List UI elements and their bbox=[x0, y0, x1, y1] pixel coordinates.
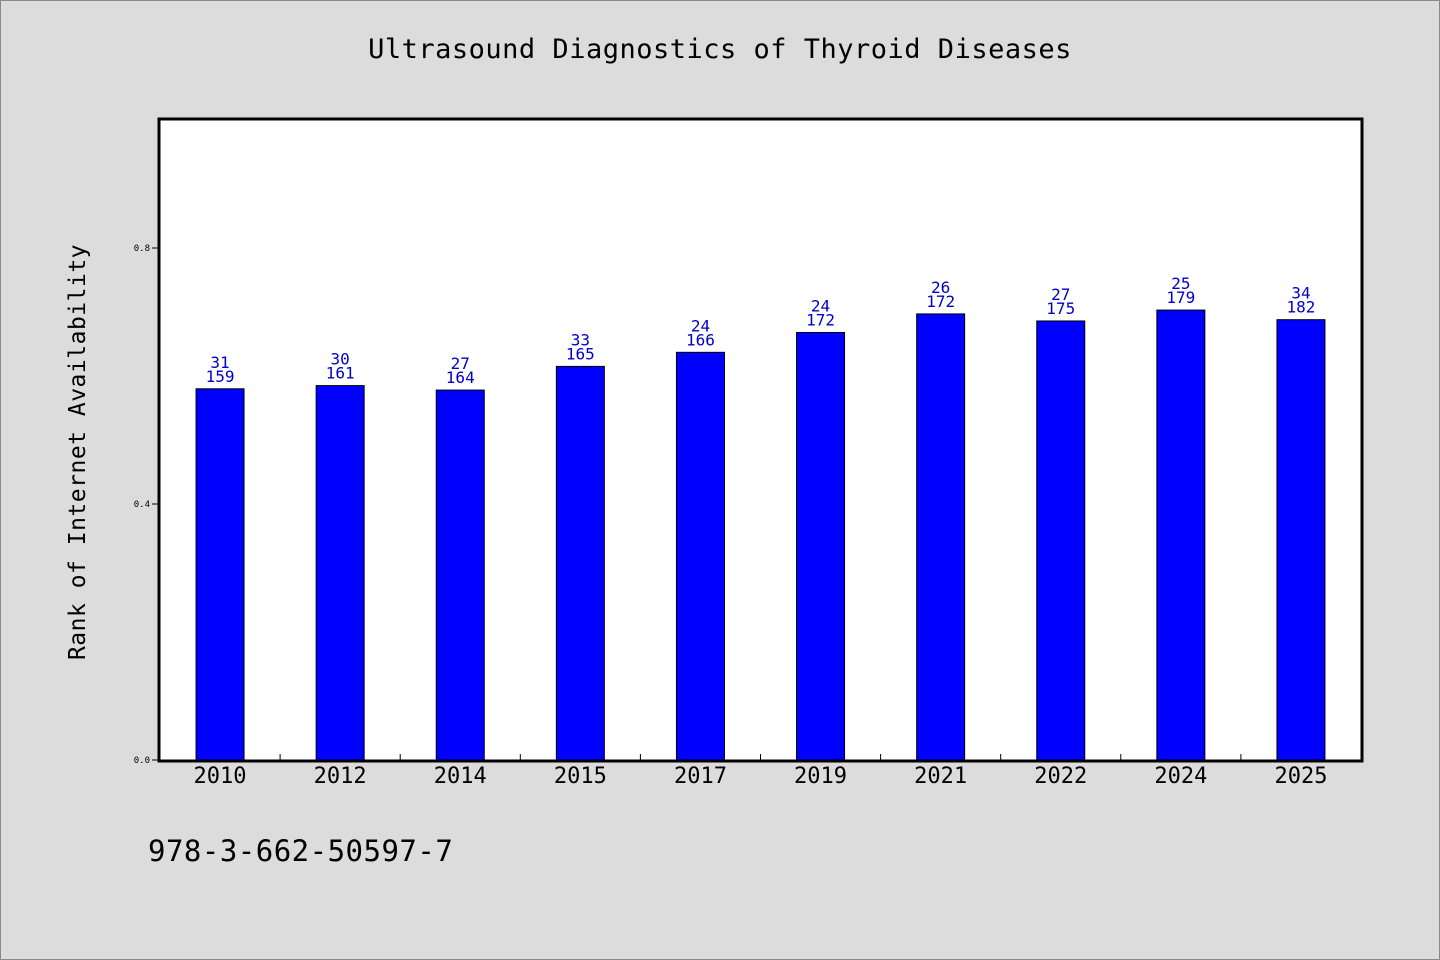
x-tick-label-2015: 2015 bbox=[554, 764, 607, 789]
data-label-top-2012: 30 bbox=[331, 350, 350, 369]
bar-2012 bbox=[315, 385, 365, 761]
plot-frame bbox=[157, 117, 1364, 763]
data-label-bottom-2021: 172 bbox=[926, 292, 955, 311]
x-tick-label-2014: 2014 bbox=[434, 764, 487, 789]
bar-2010 bbox=[195, 388, 245, 761]
x-tick-label-2025: 2025 bbox=[1274, 764, 1327, 789]
bar-2019 bbox=[796, 331, 846, 761]
data-label-bottom-2022: 175 bbox=[1046, 299, 1075, 318]
data-label-bottom-2017: 166 bbox=[686, 330, 715, 349]
x-tick-label-2010: 2010 bbox=[194, 764, 247, 789]
data-label-top-2015: 33 bbox=[571, 330, 590, 349]
data-label-bottom-2010: 159 bbox=[206, 367, 235, 386]
y-tick-label: 0.0 bbox=[134, 756, 150, 766]
x-tick-label-2017: 2017 bbox=[674, 764, 727, 789]
data-label-bottom-2024: 179 bbox=[1166, 288, 1195, 307]
bar-2017 bbox=[675, 351, 725, 761]
data-label-top-2024: 25 bbox=[1171, 274, 1190, 293]
x-tick-label-2022: 2022 bbox=[1034, 764, 1087, 789]
data-label-bottom-2019: 172 bbox=[806, 310, 835, 329]
data-label-top-2010: 31 bbox=[210, 353, 229, 372]
x-tick-label-2024: 2024 bbox=[1154, 764, 1207, 789]
x-tick-label-2019: 2019 bbox=[794, 764, 847, 789]
x-tick-label-2012: 2012 bbox=[314, 764, 367, 789]
bar-2022 bbox=[1036, 320, 1086, 761]
x-tick-label-2021: 2021 bbox=[914, 764, 967, 789]
y-tick-label: 0.4 bbox=[134, 500, 150, 510]
data-label-bottom-2014: 164 bbox=[446, 368, 475, 387]
chart-title: Ultrasound Diagnostics of Thyroid Diseas… bbox=[368, 34, 1072, 65]
data-label-top-2022: 27 bbox=[1051, 285, 1070, 304]
data-label-top-2014: 27 bbox=[451, 354, 470, 373]
bar-2024 bbox=[1156, 309, 1206, 761]
data-label-top-2017: 24 bbox=[691, 316, 710, 335]
data-label-top-2025: 34 bbox=[1291, 284, 1310, 303]
data-label-bottom-2012: 161 bbox=[326, 364, 355, 383]
data-label-bottom-2025: 182 bbox=[1286, 298, 1315, 317]
bar-2021 bbox=[916, 313, 966, 761]
y-tick-label: 0.8 bbox=[134, 244, 150, 254]
data-label-top-2019: 24 bbox=[811, 296, 830, 315]
bar-2014 bbox=[435, 389, 485, 761]
bar-2025 bbox=[1276, 319, 1326, 761]
data-label-bottom-2015: 165 bbox=[566, 344, 595, 363]
footer-note: 978-3-662-50597-7 bbox=[148, 834, 454, 868]
data-label-top-2021: 26 bbox=[931, 278, 950, 297]
bar-2015 bbox=[555, 365, 605, 761]
